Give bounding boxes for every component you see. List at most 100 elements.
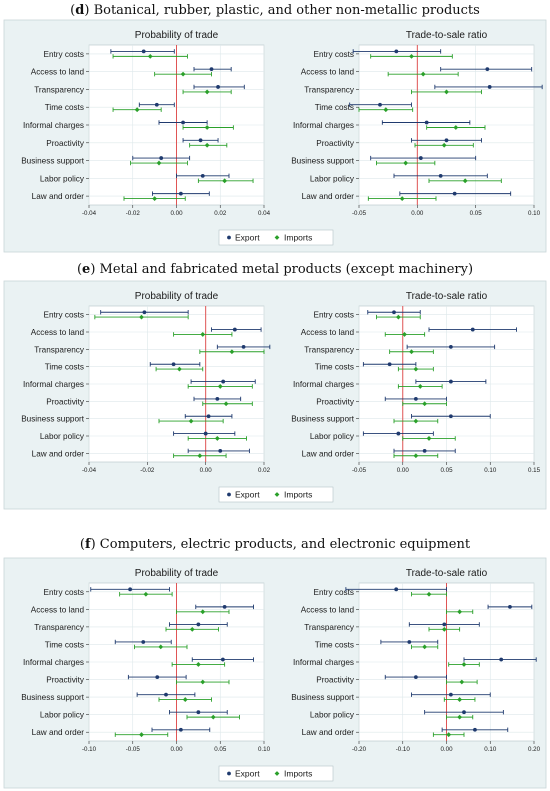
export-point: [218, 449, 223, 453]
category-label: Proactivity: [316, 397, 355, 406]
imports-point: [462, 178, 468, 184]
x-tick-label: 0.00: [170, 746, 183, 753]
chart-f-probability: Probability of trade -0.10 -0.05 0.00 0.05 0.…: [21, 568, 270, 753]
export-point: [394, 49, 399, 54]
legend: Export Imports: [218, 229, 334, 246]
export-point: [452, 191, 457, 196]
category-label: Informal charges: [23, 658, 84, 667]
chart-e-probability: Probability of trade -0.04 -0.02 0.00 0.02 En…: [21, 291, 270, 474]
imports-point: [229, 349, 235, 355]
imports-point: [200, 332, 206, 337]
export-point: [448, 692, 453, 697]
x-tick-label: 0.02: [214, 210, 227, 217]
category-label: Access to land: [301, 68, 355, 77]
category-label: Time costs: [45, 363, 84, 372]
x-tick-label: 0.05: [214, 746, 227, 753]
export-point: [473, 727, 477, 732]
export-point: [448, 345, 453, 349]
imports-point: [409, 53, 414, 59]
imports-point: [420, 71, 426, 77]
x-tick-label: 0.04: [258, 210, 271, 217]
export-point: [209, 67, 214, 72]
x-tick-label: -0.02: [140, 467, 155, 474]
category-label: Informal charges: [23, 121, 84, 130]
export-point: [413, 675, 418, 679]
category-label: Transparency: [304, 623, 355, 632]
imports-point: [156, 160, 162, 166]
imports-point: [403, 160, 409, 166]
category-label: Law and order: [32, 192, 85, 201]
imports-point: [139, 732, 144, 738]
category-label: Time costs: [315, 640, 354, 649]
legend: Export Imports: [218, 486, 334, 503]
category-label: Informal charges: [293, 380, 354, 389]
export-point: [487, 85, 492, 89]
imports-point: [457, 609, 463, 615]
imports-point: [147, 53, 153, 59]
x-tick-label: -0.04: [82, 467, 97, 474]
export-point: [438, 173, 443, 178]
imports-point: [189, 626, 195, 632]
export-point: [448, 379, 453, 384]
legend-imports-label: Imports: [284, 233, 312, 243]
legend-imports-label: Imports: [284, 490, 312, 500]
category-label: Access to land: [31, 328, 85, 337]
export-point: [396, 431, 401, 436]
chart-title: Trade-to-sale ratio: [406, 30, 488, 41]
legend-export-marker: [227, 235, 231, 240]
export-point: [198, 138, 203, 143]
imports-point: [200, 679, 206, 685]
export-point: [178, 727, 183, 732]
export-point: [442, 622, 447, 627]
x-tick-label: -0.20: [352, 746, 367, 753]
export-point: [159, 156, 164, 160]
imports-point: [204, 142, 210, 148]
export-point: [508, 604, 512, 609]
export-point: [200, 173, 205, 178]
export-point: [485, 67, 490, 72]
imports-point: [197, 453, 203, 459]
category-label: Labor policy: [40, 711, 85, 720]
imports-point: [180, 71, 186, 77]
category-label: Proactivity: [46, 397, 85, 406]
export-point: [422, 449, 427, 453]
imports-point: [446, 732, 452, 738]
export-point: [154, 102, 159, 107]
imports-point: [422, 644, 428, 650]
imports-point: [459, 679, 465, 685]
imports-point: [457, 697, 463, 702]
imports-point: [152, 196, 158, 201]
category-label: Transparency: [304, 85, 355, 94]
imports-point: [200, 609, 206, 615]
export-point: [470, 327, 475, 332]
chart-d-probability: Probability of trade -0.04 -0.02 0.00 0.02 0.…: [21, 30, 270, 217]
x-tick-label: 0.02: [258, 467, 271, 474]
export-point: [206, 414, 211, 419]
export-point: [462, 710, 466, 715]
category-label: Informal charges: [293, 121, 354, 130]
chart-d-ratio: Trade-to-sale ratio -0.05 0.00 0.05 0.10 Entr…: [291, 30, 543, 217]
category-label: Access to land: [31, 68, 85, 77]
legend-imports-label: Imports: [284, 769, 312, 779]
chart-title: Probability of trade: [135, 30, 219, 41]
x-tick-label: 0.00: [440, 746, 453, 753]
imports-point: [426, 591, 432, 597]
chart-title: Trade-to-sale ratio: [406, 568, 488, 579]
export-point: [215, 397, 220, 401]
export-point: [128, 587, 133, 592]
export-point: [407, 640, 412, 644]
export-point: [141, 640, 146, 644]
imports-point: [444, 89, 449, 95]
category-label: Labor policy: [40, 432, 85, 441]
export-point: [164, 692, 168, 697]
category-label: Transparency: [34, 345, 85, 354]
export-point: [203, 431, 208, 436]
chart-e-ratio: Trade-to-sale ratio -0.05 0.00 0.05 0.10 0.15…: [291, 291, 540, 474]
x-tick-label: -0.10: [396, 746, 411, 753]
export-point: [181, 120, 185, 125]
category-label: Access to land: [301, 605, 355, 614]
export-point: [141, 49, 146, 54]
imports-point: [409, 349, 414, 355]
category-label: Proactivity: [46, 139, 85, 148]
imports-point: [399, 196, 405, 201]
